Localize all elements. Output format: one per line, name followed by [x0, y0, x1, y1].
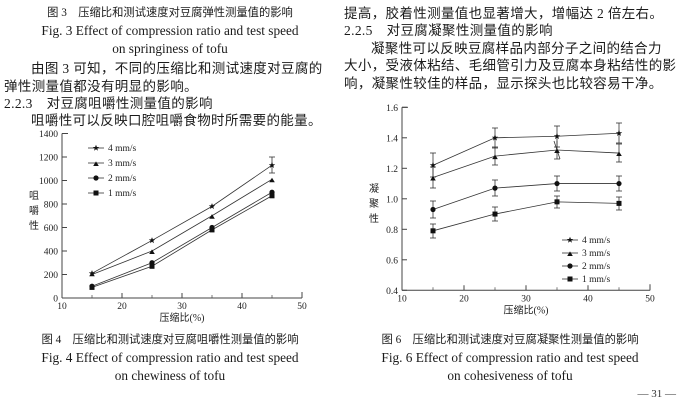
- svg-text:200: 200: [44, 271, 59, 281]
- svg-text:2 mm/s: 2 mm/s: [108, 174, 137, 184]
- svg-text:压缩比(%): 压缩比(%): [160, 311, 205, 324]
- svg-text:咀: 咀: [29, 190, 39, 202]
- svg-text:1.4: 1.4: [386, 134, 398, 144]
- svg-text:400: 400: [44, 248, 59, 258]
- svg-text:3 mm/s: 3 mm/s: [582, 249, 611, 259]
- svg-text:1 mm/s: 1 mm/s: [108, 189, 137, 199]
- svg-text:聚: 聚: [369, 198, 379, 210]
- svg-text:40: 40: [237, 302, 247, 312]
- svg-text:3 mm/s: 3 mm/s: [108, 159, 137, 169]
- svg-text:1 mm/s: 1 mm/s: [582, 275, 611, 285]
- svg-text:性: 性: [29, 219, 39, 232]
- svg-text:20: 20: [117, 302, 127, 312]
- svg-text:1200: 1200: [39, 154, 58, 164]
- svg-text:1.2: 1.2: [386, 165, 398, 175]
- svg-text:1000: 1000: [39, 177, 58, 187]
- svg-text:4 mm/s: 4 mm/s: [582, 236, 611, 246]
- svg-text:性: 性: [369, 212, 379, 225]
- svg-text:1.6: 1.6: [386, 104, 398, 114]
- svg-text:50: 50: [645, 294, 655, 304]
- svg-text:20: 20: [459, 294, 469, 304]
- svg-text:30: 30: [177, 302, 187, 312]
- svg-text:凝: 凝: [369, 183, 379, 195]
- svg-text:4 mm/s: 4 mm/s: [108, 144, 137, 154]
- svg-text:40: 40: [583, 294, 593, 304]
- svg-text:50: 50: [297, 302, 307, 312]
- svg-text:2 mm/s: 2 mm/s: [582, 262, 611, 272]
- svg-text:1400: 1400: [39, 130, 58, 140]
- svg-text:10: 10: [57, 302, 67, 312]
- svg-text:压缩比(%): 压缩比(%): [504, 303, 549, 316]
- svg-text:0.6: 0.6: [386, 256, 398, 266]
- svg-text:800: 800: [44, 201, 59, 211]
- svg-text:600: 600: [44, 224, 59, 234]
- svg-text:0.8: 0.8: [386, 226, 398, 236]
- svg-text:嚼: 嚼: [29, 204, 39, 217]
- svg-text:30: 30: [521, 294, 531, 304]
- svg-text:10: 10: [397, 294, 407, 304]
- svg-text:1.0: 1.0: [386, 195, 398, 205]
